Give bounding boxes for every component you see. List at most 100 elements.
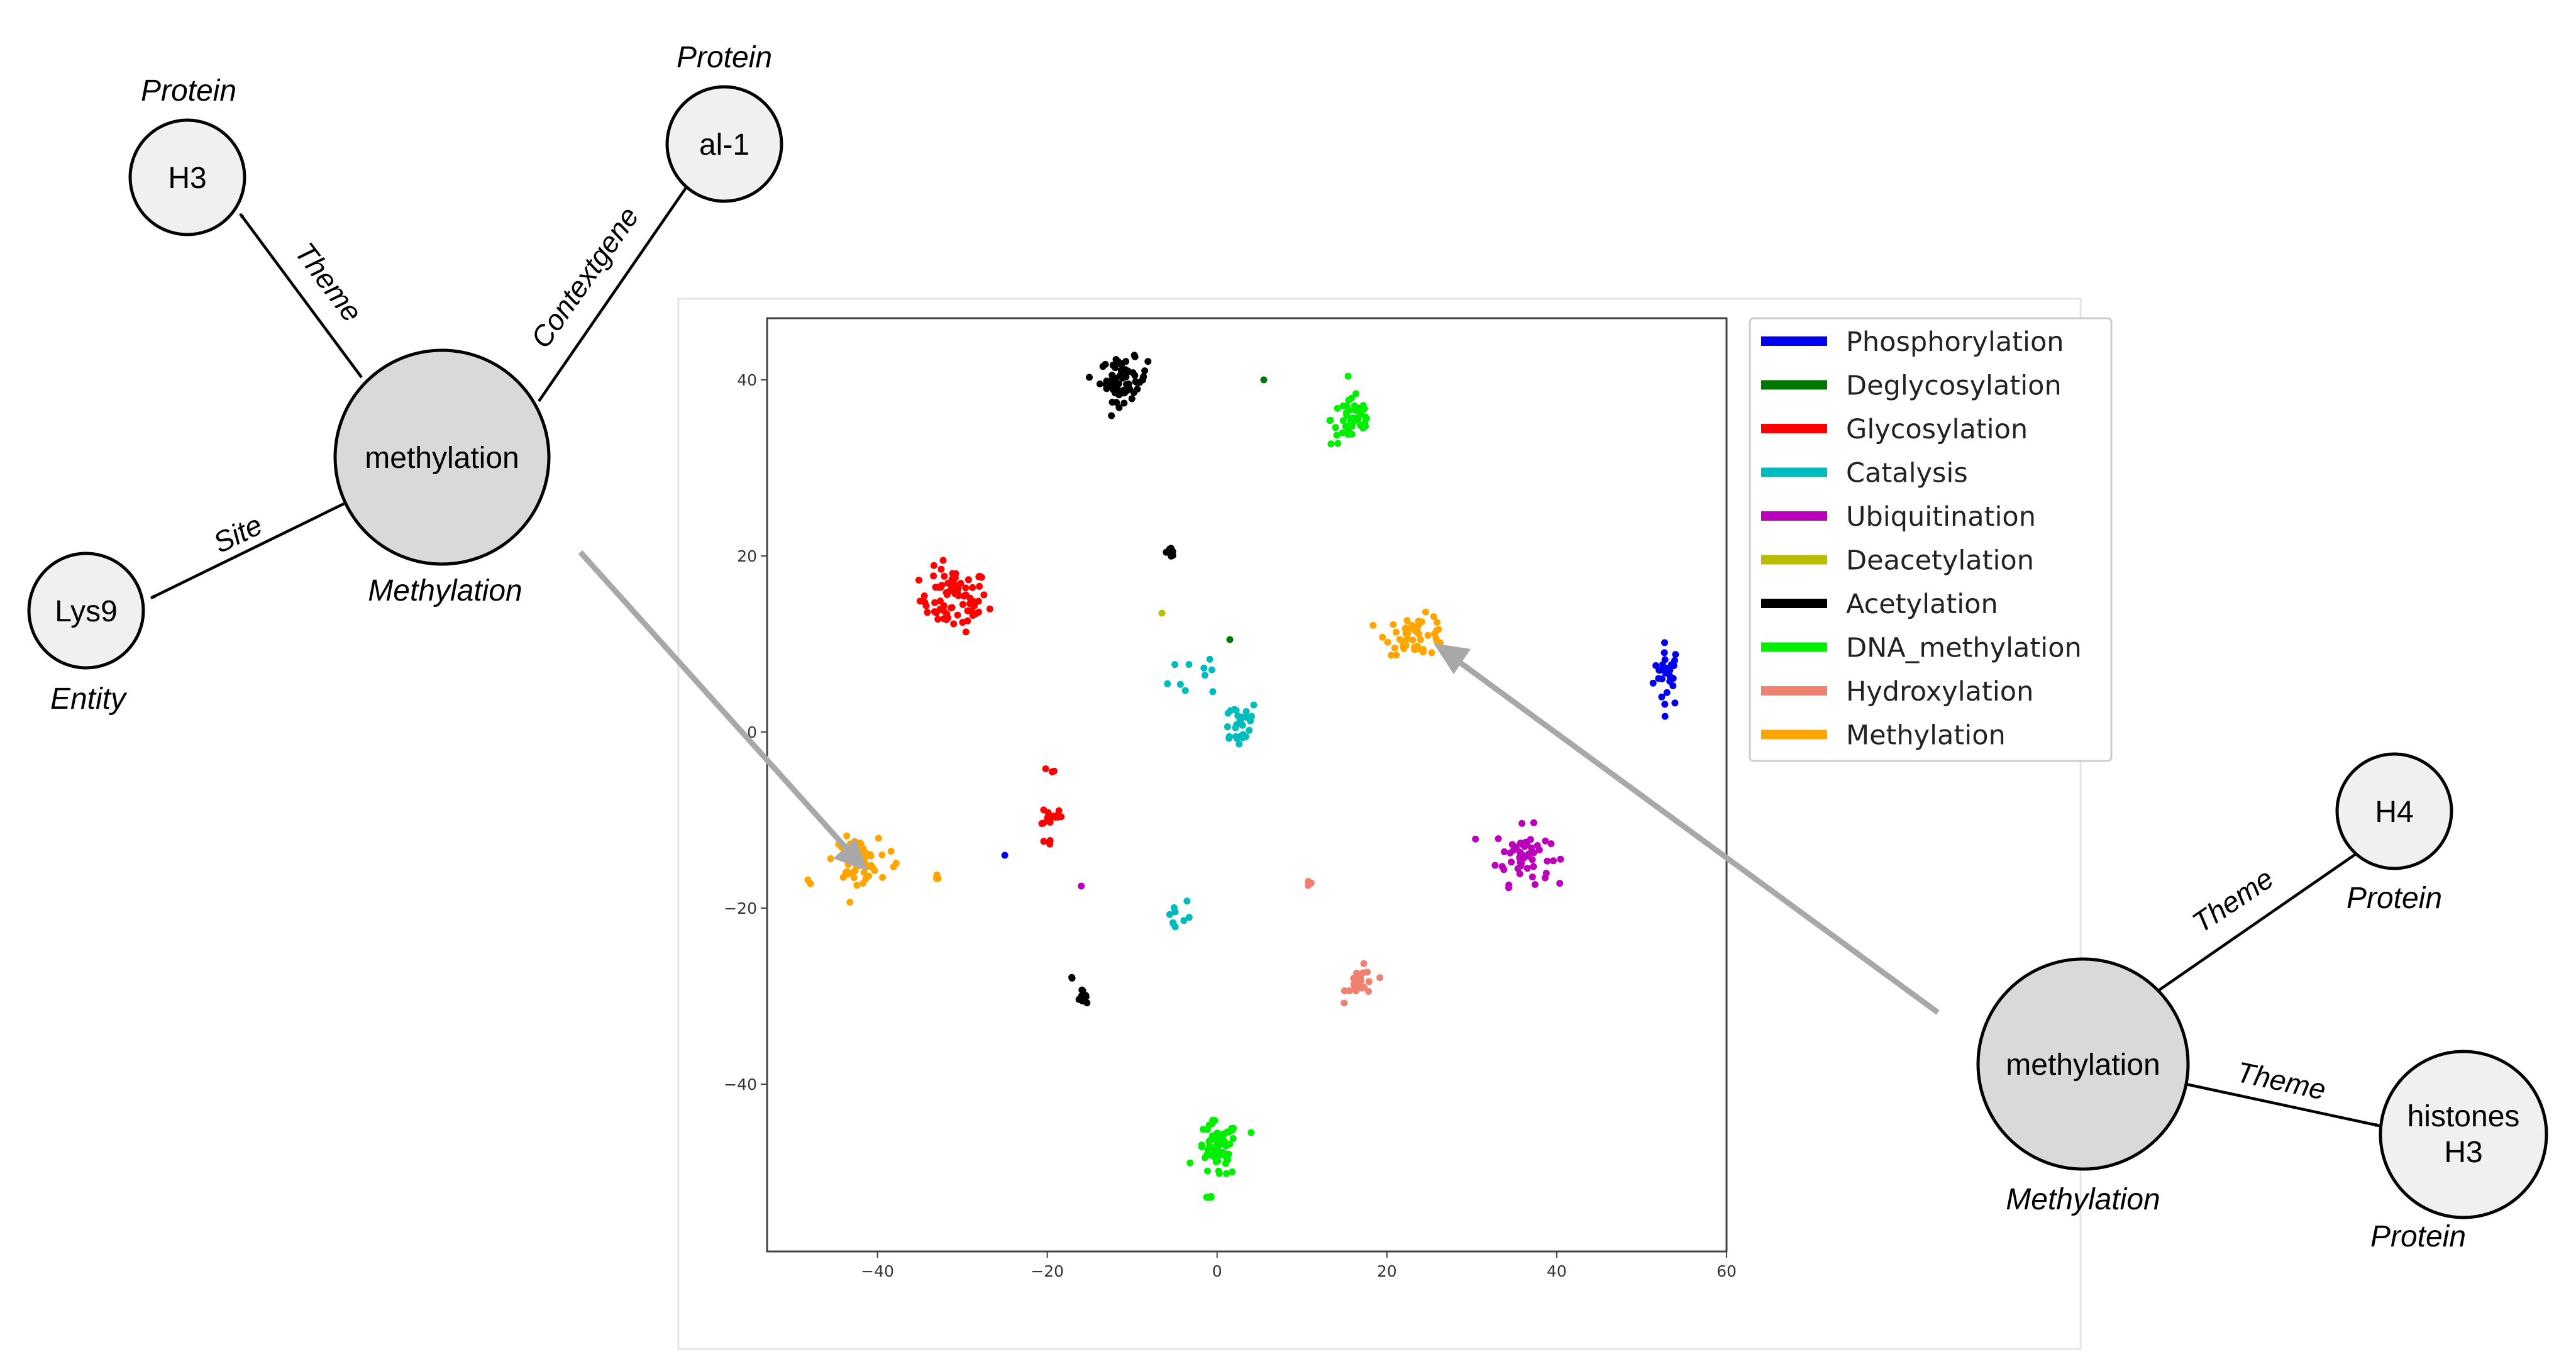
point-hydroxylation xyxy=(1305,882,1312,889)
point-glycosylation xyxy=(915,577,922,584)
legend-label-catalysis: Catalysis xyxy=(1846,458,1968,489)
point-methylation xyxy=(1428,649,1435,657)
point-acetylation xyxy=(1110,381,1118,388)
edge-theme-h4-label: Theme xyxy=(2186,862,2279,939)
legend-swatch-catalysis xyxy=(1761,467,1827,477)
point-hydroxylation xyxy=(1376,974,1384,982)
point-glycosylation xyxy=(950,620,958,628)
point-catalysis xyxy=(1185,914,1193,921)
point-ubiquitination xyxy=(1516,870,1523,877)
point-catalysis xyxy=(1185,661,1193,668)
point-phosphorylation xyxy=(1649,679,1657,687)
point-glycosylation xyxy=(976,572,983,580)
y-tick-label: −40 xyxy=(724,1075,757,1094)
point-catalysis xyxy=(1233,735,1241,742)
point-acetylation xyxy=(1083,999,1091,1007)
methylation-type-left: Methylation xyxy=(368,574,522,607)
point-dna-methylation xyxy=(1215,1131,1223,1138)
point-dna-methylation xyxy=(1345,423,1352,430)
point-phosphorylation xyxy=(1661,649,1668,657)
al1-node xyxy=(665,85,783,203)
point-glycosylation xyxy=(951,574,959,582)
point-glycosylation xyxy=(959,619,966,626)
point-methylation xyxy=(1422,608,1429,616)
point-dna-methylation xyxy=(1212,1151,1219,1159)
point-methylation xyxy=(1418,618,1425,626)
point-ubiquitination xyxy=(1518,819,1526,827)
point-deglycosylation xyxy=(1226,636,1234,643)
point-dna-methylation xyxy=(1200,1126,1207,1133)
edge-contextgene xyxy=(538,179,692,402)
point-dna-methylation xyxy=(1215,1170,1223,1177)
point-methylation xyxy=(804,876,812,884)
point-dna-methylation xyxy=(1326,417,1334,424)
point-dna-methylation xyxy=(1229,1168,1236,1175)
point-acetylation xyxy=(1108,372,1116,379)
point-acetylation xyxy=(1096,380,1103,387)
lys9-node-label: Lys9 xyxy=(55,595,118,628)
point-glycosylation xyxy=(931,599,939,606)
point-glycosylation xyxy=(1051,767,1058,775)
point-glycosylation xyxy=(934,584,942,591)
point-ubiquitination xyxy=(1531,881,1539,888)
plot-axes-frame xyxy=(766,317,1728,1253)
point-methylation xyxy=(869,864,876,872)
point-acetylation xyxy=(1075,996,1083,1003)
point-phosphorylation xyxy=(1672,651,1679,658)
h3-node-label: H3 xyxy=(168,162,206,195)
edge-site-label: Site xyxy=(208,508,267,559)
point-dna-methylation xyxy=(1203,1151,1210,1158)
point-acetylation xyxy=(1118,361,1125,369)
point-catalysis xyxy=(1181,687,1189,694)
point-catalysis xyxy=(1176,680,1184,688)
point-glycosylation xyxy=(954,591,962,598)
point-glycosylation xyxy=(940,602,948,609)
point-glycosylation xyxy=(1040,838,1048,845)
point-catalysis xyxy=(1183,897,1191,905)
point-glycosylation xyxy=(931,608,938,616)
point-glycosylation xyxy=(962,628,970,636)
point-glycosylation xyxy=(986,605,993,613)
point-methylation xyxy=(875,835,882,842)
pointer-arrow-right xyxy=(1457,659,1940,1015)
methylation-node-left-label: methylation xyxy=(365,441,519,475)
point-methylation xyxy=(1369,621,1377,629)
point-methylation xyxy=(887,848,895,855)
edge-theme-left-label: Theme xyxy=(289,236,369,328)
point-ubiquitination xyxy=(1547,840,1555,848)
point-glycosylation xyxy=(948,587,956,594)
point-glycosylation xyxy=(1044,814,1051,821)
legend-swatch-glycosylation xyxy=(1761,424,1827,433)
point-methylation xyxy=(867,852,875,860)
point-methylation xyxy=(1393,628,1400,636)
point-acetylation xyxy=(1131,372,1139,379)
point-glycosylation xyxy=(966,594,974,602)
point-methylation xyxy=(1407,624,1415,632)
legend-swatch-phosphorylation xyxy=(1761,336,1827,346)
histones-type-label: Protein xyxy=(2370,1220,2466,1253)
point-hydroxylation xyxy=(1359,969,1367,977)
point-methylation xyxy=(1419,648,1427,656)
point-hydroxylation xyxy=(1351,975,1358,982)
point-dna-methylation xyxy=(1226,1140,1234,1148)
point-ubiquitination xyxy=(1517,862,1525,870)
point-glycosylation xyxy=(976,582,983,590)
point-catalysis xyxy=(1250,701,1258,709)
point-acetylation xyxy=(1139,375,1147,382)
point-methylation xyxy=(843,832,851,840)
point-methylation xyxy=(1388,652,1395,659)
point-phosphorylation xyxy=(1658,675,1666,682)
legend-swatch-hydroxylation xyxy=(1761,686,1827,696)
point-phosphorylation xyxy=(1001,851,1009,859)
point-catalysis xyxy=(1164,680,1171,687)
point-hydroxylation xyxy=(1353,970,1361,977)
x-tick-label: 40 xyxy=(1547,1262,1567,1280)
point-acetylation xyxy=(1118,388,1125,396)
right-event-graph: methylation Methylation H4 Protein histo… xyxy=(1976,752,2548,1253)
point-acetylation xyxy=(1130,389,1137,396)
point-methylation xyxy=(879,874,887,881)
point-dna-methylation xyxy=(1229,1126,1236,1134)
point-glycosylation xyxy=(1055,807,1063,814)
point-dna-methylation xyxy=(1339,429,1346,436)
